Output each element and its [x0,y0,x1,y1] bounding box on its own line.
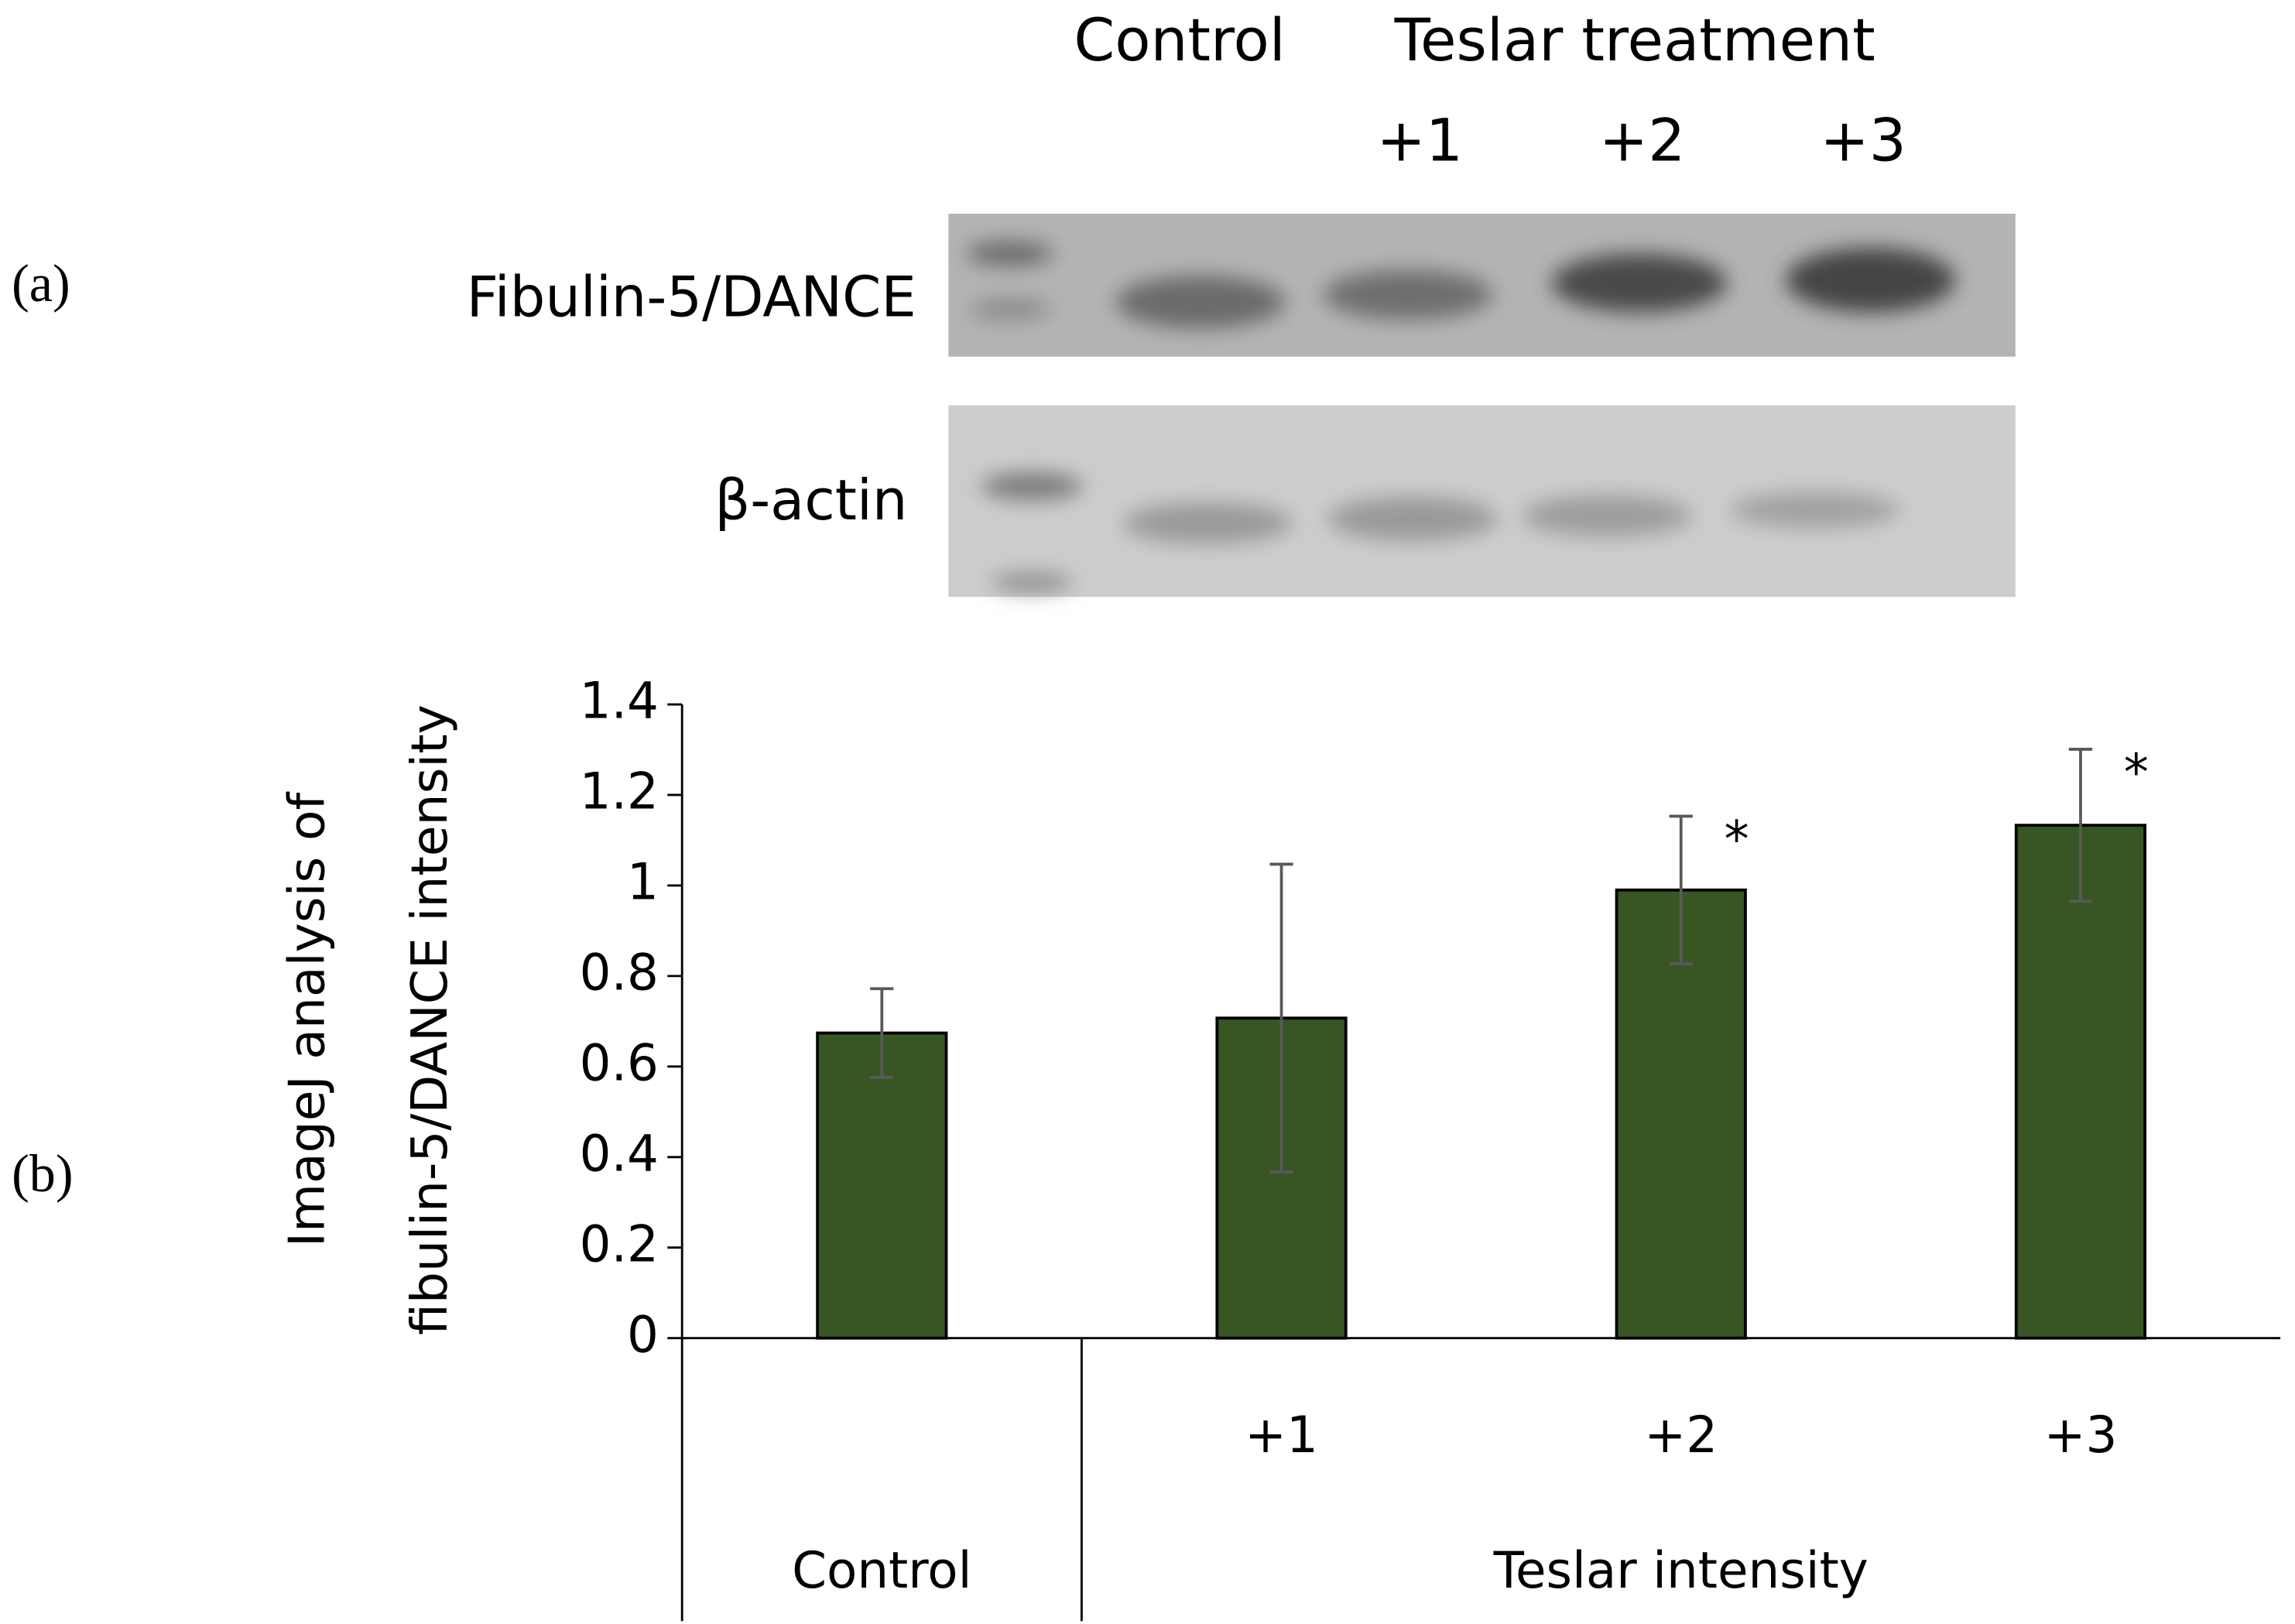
y-tick-label: 0.6 [580,1034,659,1092]
y-tick-label: 1.4 [580,672,659,730]
y-tick-label: 1.2 [580,762,659,821]
lane-header: Control [1074,6,1285,74]
lane-label: +2 [1599,106,1685,174]
group-label: Teslar intensity [1493,1542,1869,1600]
y-tick-label: 0.4 [580,1125,659,1183]
y-tick-label: 0.8 [580,944,659,1002]
panel-label: (a) [12,254,70,313]
row-label: β-actin [714,468,907,533]
y-axis-label: fibulin-5/DANCE intensity [401,704,459,1335]
group-label: Control [792,1542,971,1600]
x-tick-label: +1 [1245,1406,1318,1465]
y-tick-label: 0.2 [580,1215,659,1273]
y-tick-label: 1 [627,853,659,911]
significance-marker: * [1725,810,1749,869]
y-tick-label: 0 [627,1306,659,1364]
bar [816,1031,948,1340]
significance-marker: * [2124,744,2149,802]
x-tick-label: +2 [1644,1406,1718,1465]
blot-image [948,214,2016,598]
lane-label: +3 [1820,106,1906,174]
panel-label: (b) [12,1144,73,1203]
row-label: Fibulin-5/DANCE [467,265,916,330]
y-axis-label: ImageJ analysis of [279,791,337,1247]
x-tick-label: +3 [2044,1406,2118,1465]
lane-label: +1 [1376,106,1462,174]
treatment-header: Teslar treatment [1394,6,1875,74]
